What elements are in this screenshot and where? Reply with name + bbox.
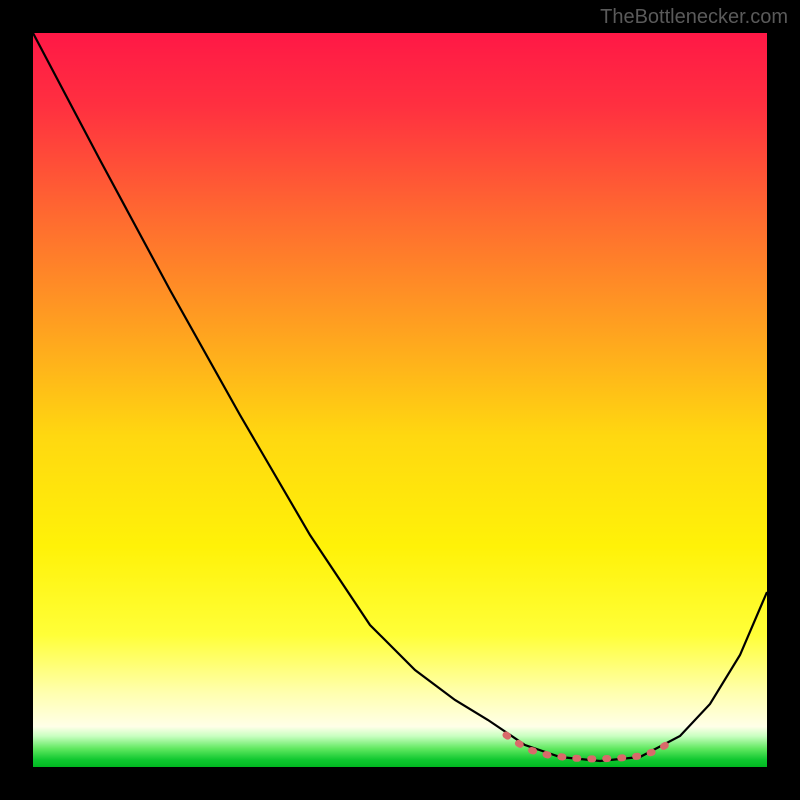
bottom-marker-band xyxy=(506,735,674,759)
main-curve xyxy=(33,33,767,761)
curve-overlay xyxy=(0,0,800,800)
